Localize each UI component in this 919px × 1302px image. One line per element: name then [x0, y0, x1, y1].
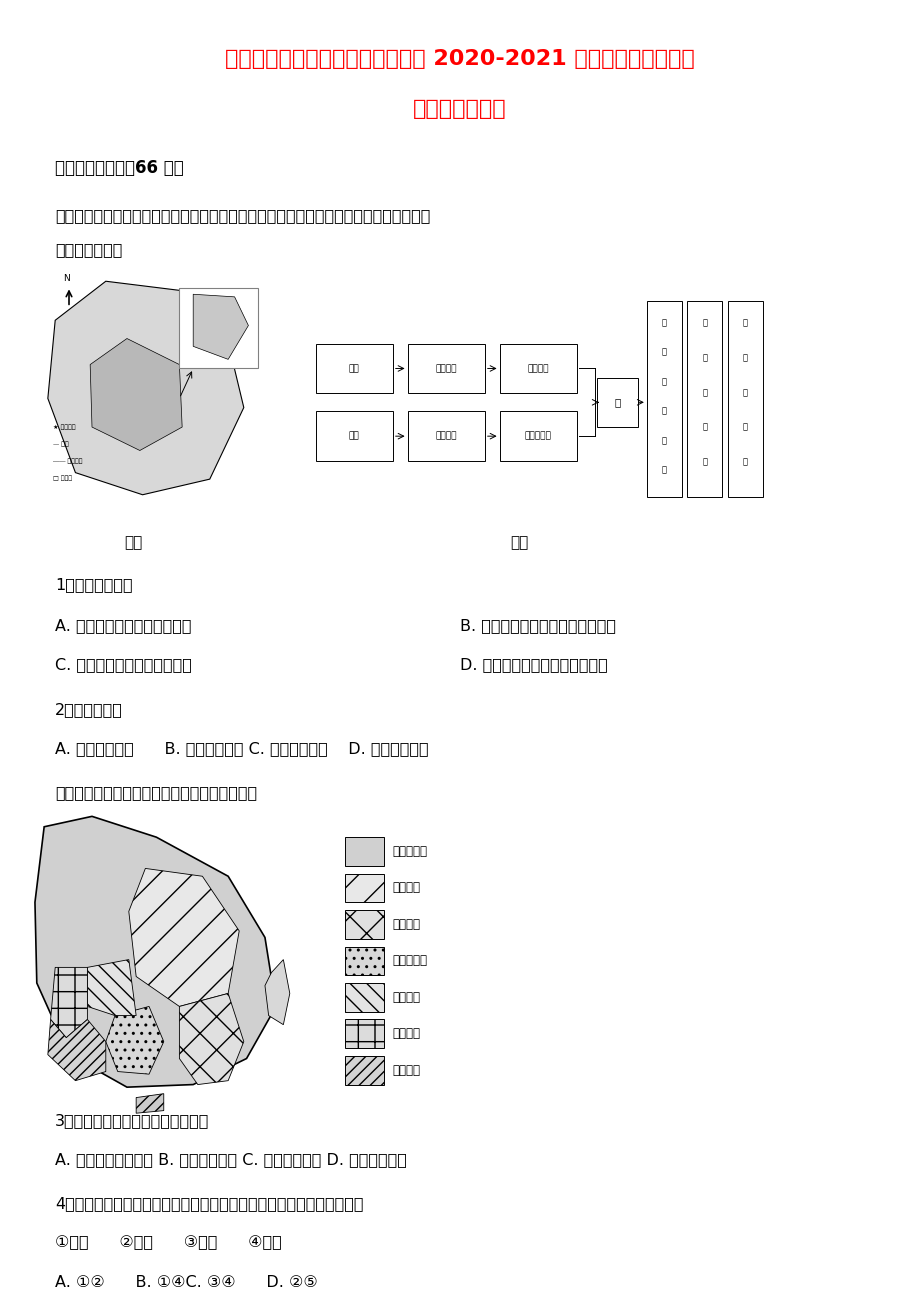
FancyBboxPatch shape — [345, 874, 383, 902]
FancyBboxPatch shape — [345, 837, 383, 866]
FancyBboxPatch shape — [315, 411, 392, 461]
Text: 湘方言区: 湘方言区 — [392, 1027, 420, 1040]
Text: 甲: 甲 — [614, 397, 619, 408]
Polygon shape — [90, 339, 182, 450]
Text: 图甲为新疆某地区新垄区位置图，图乙为新疆塔里木河下游绳洲环境变化示意图，读图，: 图甲为新疆某地区新垄区位置图，图乙为新疆塔里木河下游绳洲环境变化示意图，读图， — [55, 208, 430, 224]
Text: 耕地扩大: 耕地扩大 — [435, 432, 457, 440]
Polygon shape — [51, 967, 87, 1038]
Text: 3．对图中方言区的叙述，正确的是: 3．对图中方言区的叙述，正确的是 — [55, 1113, 210, 1129]
Text: 胡: 胡 — [701, 319, 707, 327]
Polygon shape — [193, 294, 248, 359]
Text: 图乙: 图乙 — [510, 535, 528, 551]
FancyBboxPatch shape — [345, 947, 383, 975]
Text: 位: 位 — [661, 406, 666, 415]
Text: 枯: 枯 — [701, 423, 707, 432]
Text: 北方方言区: 北方方言区 — [392, 845, 427, 858]
Text: 水: 水 — [661, 378, 666, 387]
Text: A. 土壤盐分增加      B. 绳洲面积增加 C. 河流水量减少    D. 冰川融水减少: A. 土壤盐分增加 B. 绳洲面积增加 C. 河流水量减少 D. 冰川融水减少 — [55, 741, 428, 756]
Text: 垄荒: 垄荒 — [348, 432, 359, 440]
Text: A. 有一定的面积范围 B. 划分指标多样 C. 区间界线明确 D. 区内没有差异: A. 有一定的面积范围 B. 划分指标多样 C. 区间界线明确 D. 区内没有差… — [55, 1152, 406, 1168]
Polygon shape — [87, 960, 136, 1016]
Text: 图甲: 图甲 — [124, 535, 142, 551]
Text: B. 适合种植的主要粮食作物是水稻: B. 适合种植的主要粮食作物是水稻 — [460, 618, 616, 634]
Text: N: N — [62, 275, 70, 284]
FancyBboxPatch shape — [315, 344, 392, 393]
FancyBboxPatch shape — [345, 1056, 383, 1085]
FancyBboxPatch shape — [646, 301, 681, 497]
Text: 粤方言区: 粤方言区 — [392, 1064, 420, 1077]
Text: 吴方言区: 吴方言区 — [392, 881, 420, 894]
Polygon shape — [106, 1006, 164, 1074]
Text: 地: 地 — [742, 353, 747, 362]
Text: 4．与我国北方相比，南方方言种类多，分布范围小，主要的影响因素是: 4．与我国北方相比，南方方言种类多，分布范围小，主要的影响因素是 — [55, 1197, 363, 1212]
Text: 林: 林 — [701, 388, 707, 397]
FancyBboxPatch shape — [179, 288, 257, 368]
Text: ★ 行政中心: ★ 行政中心 — [53, 424, 76, 430]
Text: 第二次月考试题: 第二次月考试题 — [413, 99, 506, 118]
Text: 一、单项选择题（66 分）: 一、单项选择题（66 分） — [55, 159, 184, 177]
Text: 赣方言区: 赣方言区 — [392, 991, 420, 1004]
Text: 气候变干: 气候变干 — [527, 365, 549, 372]
Text: 2．图中甲表示: 2．图中甲表示 — [55, 702, 123, 717]
Text: — 河流: — 河流 — [53, 441, 69, 447]
FancyBboxPatch shape — [499, 344, 576, 393]
Text: 用水量增加: 用水量增加 — [524, 432, 551, 440]
FancyBboxPatch shape — [596, 378, 637, 427]
Polygon shape — [136, 1094, 164, 1113]
FancyBboxPatch shape — [686, 301, 721, 497]
Text: 闽方言区: 闽方言区 — [392, 918, 420, 931]
Text: 降: 降 — [661, 466, 666, 475]
FancyBboxPatch shape — [345, 910, 383, 939]
Polygon shape — [48, 281, 244, 495]
Polygon shape — [179, 993, 244, 1085]
FancyBboxPatch shape — [727, 301, 762, 497]
Polygon shape — [129, 868, 239, 1006]
Text: 杨: 杨 — [701, 353, 707, 362]
Text: 草场退化: 草场退化 — [435, 365, 457, 372]
Text: ①气候      ②水源      ③地形      ④历史: ①气候 ②水源 ③地形 ④历史 — [55, 1236, 281, 1251]
Text: 吉林省长白朝鲜族自治县实验中学 2020-2021 学年高二地理上学期: 吉林省长白朝鲜族自治县实验中学 2020-2021 学年高二地理上学期 — [225, 49, 694, 69]
FancyBboxPatch shape — [345, 1019, 383, 1048]
Text: 光: 光 — [701, 457, 707, 466]
Text: A. ①②      B. ①④C. ③④      D. ②⑤: A. ①② B. ①④C. ③④ D. ②⑤ — [55, 1275, 318, 1290]
Polygon shape — [265, 960, 289, 1025]
Text: □ 新垄区: □ 新垄区 — [53, 475, 73, 480]
FancyBboxPatch shape — [407, 411, 484, 461]
Text: 土: 土 — [742, 319, 747, 327]
Text: ―― 行政区界: ―― 行政区界 — [53, 458, 83, 464]
Text: 地: 地 — [661, 319, 666, 327]
Text: C. 区域内部农业生产无相似性: C. 区域内部农业生产无相似性 — [55, 658, 192, 673]
Text: 1．该流域新垄区: 1．该流域新垄区 — [55, 577, 132, 592]
Text: 读我国局部地区方言区分布图，完成下面小题。: 读我国局部地区方言区分布图，完成下面小题。 — [55, 785, 257, 801]
Text: 化: 化 — [742, 457, 747, 466]
FancyBboxPatch shape — [499, 411, 576, 461]
Text: A. 区域的界线与行政边界一致: A. 区域的界线与行政边界一致 — [55, 618, 191, 634]
Text: 荒: 荒 — [742, 388, 747, 397]
Polygon shape — [35, 816, 276, 1087]
Text: 完成下面小题。: 完成下面小题。 — [55, 242, 122, 258]
Text: 下: 下 — [661, 348, 666, 357]
Polygon shape — [48, 1019, 106, 1081]
Text: 客家方言区: 客家方言区 — [392, 954, 427, 967]
Text: 滥牧: 滥牧 — [348, 365, 359, 372]
Text: D. 区域发展的决定性因素是水源: D. 区域发展的决定性因素是水源 — [460, 658, 607, 673]
FancyBboxPatch shape — [345, 983, 383, 1012]
FancyBboxPatch shape — [407, 344, 484, 393]
Text: 下: 下 — [661, 436, 666, 445]
Text: 漠: 漠 — [742, 423, 747, 432]
